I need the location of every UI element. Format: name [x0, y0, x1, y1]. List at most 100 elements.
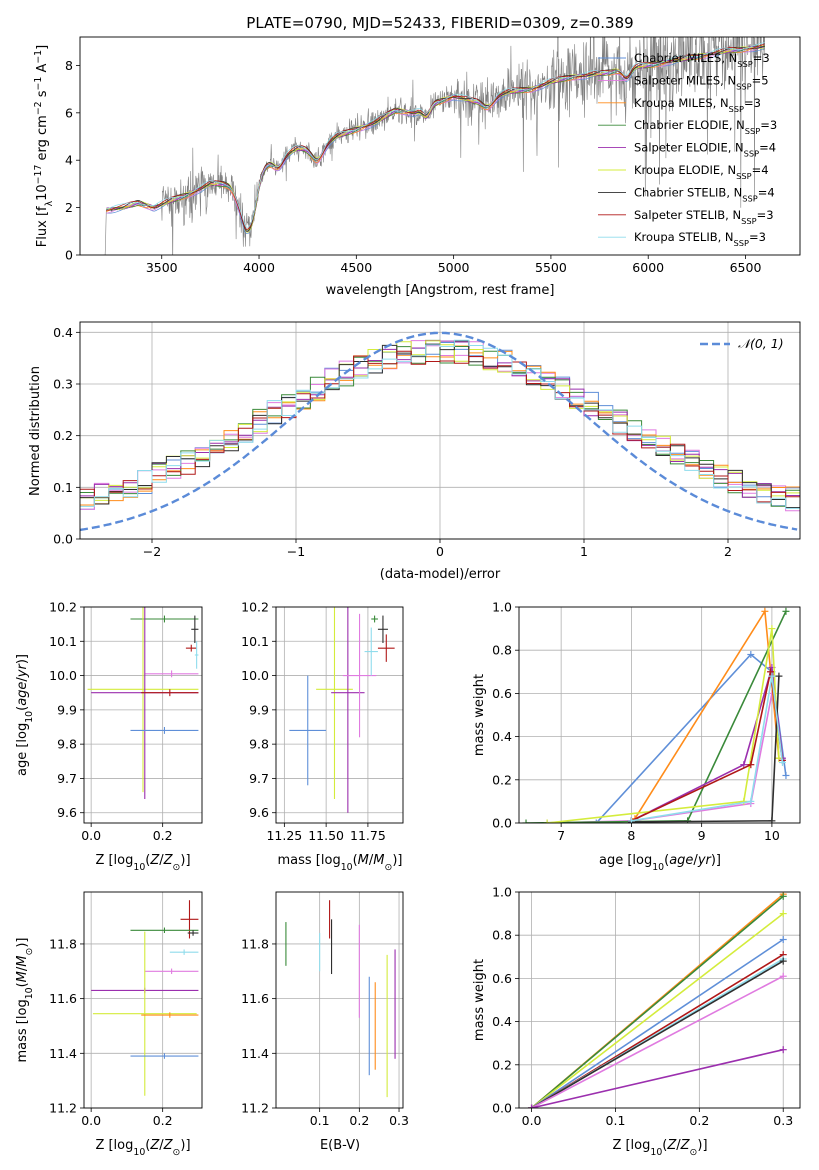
legend-entry: Salpeter MILES, NSSP=5 — [634, 73, 769, 91]
axes-frame — [518, 891, 801, 1109]
x-tick-label: 9 — [698, 828, 706, 843]
x-axis-label: Z [log10(Z/Z⊙)] — [95, 1138, 190, 1158]
x-tick-label: 11.25 — [266, 828, 302, 843]
legend-entry: Chabrier ELODIE, NSSP=3 — [634, 118, 777, 136]
observed-spectrum — [103, 37, 766, 255]
y-tick-label: 9.9 — [249, 702, 269, 717]
mass-weight-line-kroupa-stelib — [631, 675, 784, 822]
x-tick-label: 2 — [724, 544, 732, 559]
y-axis-label: Normed distribution — [28, 366, 43, 496]
y-tick-label: 0.2 — [53, 428, 73, 443]
x-tick-label: 10 — [764, 828, 780, 843]
x-axis-label: E(B-V) — [320, 1138, 360, 1153]
y-axis-label: Flux [fλ10−17 erg cm−2 s−1 A−1] — [33, 45, 55, 247]
axes-massweight_vs_age: 7 8 9 10 0.0 0.2 0.4 0.6 0.8 1.0 — [492, 600, 801, 843]
y-tick-label: 0.1 — [53, 480, 73, 495]
y-tick-label: 0.4 — [492, 1014, 512, 1029]
axes-mass_vs_EBV: 0.1 0.2 0.3 11.2 11.4 11.6 11.8 — [241, 891, 409, 1128]
x-tick-label: 1 — [580, 544, 588, 559]
mass-weight-line-salpeter-miles — [531, 975, 784, 1108]
y-tick-label: 0.4 — [492, 729, 512, 744]
y-tick-label: 6 — [65, 105, 73, 120]
x-tick-label: 11.75 — [350, 828, 386, 843]
axes-mass_vs_Z: 0.0 0.2 11.2 11.4 11.6 11.8 — [49, 891, 203, 1128]
chart-title: PLATE=0790, MJD=52433, FIBERID=0309, z=0… — [246, 14, 633, 32]
axes-spectrum: 3500 4000 4500 5000 5500 6000 6500 0 2 4 6 8 — [65, 36, 801, 275]
y-tick-label: 10.0 — [241, 668, 269, 683]
x-axis-label: Z [log10(Z/Z⊙)] — [95, 853, 190, 873]
y-tick-label: 10.2 — [49, 600, 77, 615]
y-tick-label: 11.6 — [49, 991, 77, 1006]
y-tick-label: 11.8 — [49, 936, 77, 951]
y-tick-label: 9.7 — [249, 771, 269, 786]
y-tick-label: 10.1 — [241, 634, 269, 649]
mass-weight-line-chabrier-miles — [595, 653, 787, 823]
x-tick-label: 3500 — [146, 260, 178, 275]
y-axis-label: age [log10(age/yr)] — [15, 654, 35, 776]
legend-entry: Chabrier MILES, NSSP=3 — [634, 51, 770, 69]
x-tick-label: 0.2 — [153, 1113, 173, 1128]
y-tick-label: 0.3 — [53, 377, 73, 392]
x-tick-label: 5500 — [535, 260, 567, 275]
legend-entry: Kroupa ELODIE, NSSP=4 — [634, 163, 769, 181]
mass-weight-line-chabrier-elodie — [531, 895, 784, 1108]
mass-weight-line-chabrier-elodie — [525, 610, 787, 823]
x-tick-label: 6500 — [730, 260, 762, 275]
y-axis-label: mass weight — [472, 674, 487, 756]
legend-entry: Kroupa MILES, NSSP=3 — [634, 96, 761, 114]
x-tick-label: 7 — [557, 828, 565, 843]
x-tick-label: 11.50 — [308, 828, 344, 843]
x-tick-label: 0.3 — [773, 1113, 793, 1128]
x-tick-label: −1 — [287, 544, 305, 559]
axes-frame — [275, 606, 404, 824]
residual-histogram-kroupa-elodie — [80, 340, 800, 501]
y-tick-label: 11.6 — [241, 991, 269, 1006]
plot-area — [91, 900, 199, 1096]
model-spectrum-chabrier-elodie — [106, 45, 765, 231]
y-tick-label: 0.0 — [492, 816, 512, 831]
residual-histogram-chabrier-elodie — [80, 339, 800, 507]
y-tick-label: 11.4 — [241, 1046, 269, 1061]
x-tick-label: 8 — [627, 828, 635, 843]
x-tick-label: 0.0 — [81, 1113, 101, 1128]
model-spectrum-kroupa-stelib — [106, 42, 765, 228]
plot-area — [522, 607, 790, 823]
x-tick-label: 0.2 — [153, 828, 173, 843]
legend-entry: Salpeter ELODIE, NSSP=4 — [634, 141, 776, 159]
y-tick-label: 9.7 — [57, 771, 77, 786]
axes-frame — [518, 606, 801, 824]
mass-weight-line-chabrier-stelib — [631, 676, 780, 823]
normal-distribution-curve — [80, 331, 798, 532]
y-tick-label: 11.4 — [49, 1046, 77, 1061]
axes-age_vs_Z: 0.0 0.2 9.6 9.7 9.8 9.9 10.0 10.1 10.2 — [49, 600, 203, 843]
y-tick-label: 10.1 — [49, 634, 77, 649]
y-tick-label: 9.8 — [57, 737, 77, 752]
x-tick-label: 0.3 — [389, 1113, 409, 1128]
x-tick-label: 4500 — [340, 260, 372, 275]
y-tick-label: 0.4 — [53, 325, 73, 340]
plot-area — [87, 607, 199, 799]
x-tick-label: 0.2 — [689, 1113, 709, 1128]
axes-massweight_vs_Z: 0.0 0.1 0.2 0.3 0.0 0.2 0.4 0.6 0.8 1.0 — [492, 885, 801, 1128]
y-tick-label: 11.8 — [241, 936, 269, 951]
y-axis-label: mass [log10(M/M⊙)] — [15, 938, 35, 1063]
y-tick-label: 10.2 — [241, 600, 269, 615]
mass-weight-line-kroupa-elodie — [547, 628, 780, 823]
y-axis-label: mass weight — [472, 959, 487, 1041]
y-tick-label: 8 — [65, 58, 73, 73]
x-tick-label: 0.2 — [349, 1113, 369, 1128]
axes-frame — [83, 606, 203, 824]
legend-entry: Kroupa STELIB, NSSP=3 — [634, 230, 766, 248]
x-axis-label: age [log10(age/yr)] — [599, 853, 721, 873]
residual-histogram-salpeter-stelib — [80, 350, 800, 503]
mass-weight-line-kroupa-elodie — [531, 912, 784, 1108]
y-tick-label: 0.0 — [53, 532, 73, 547]
y-tick-label: 11.2 — [49, 1101, 77, 1116]
plot-area — [80, 331, 800, 532]
y-tick-label: 9.6 — [57, 805, 77, 820]
axes-frame — [79, 36, 801, 256]
y-tick-label: 0.2 — [492, 1057, 512, 1072]
residual-histogram-kroupa-stelib — [80, 339, 800, 509]
y-tick-label: 1.0 — [492, 885, 512, 900]
